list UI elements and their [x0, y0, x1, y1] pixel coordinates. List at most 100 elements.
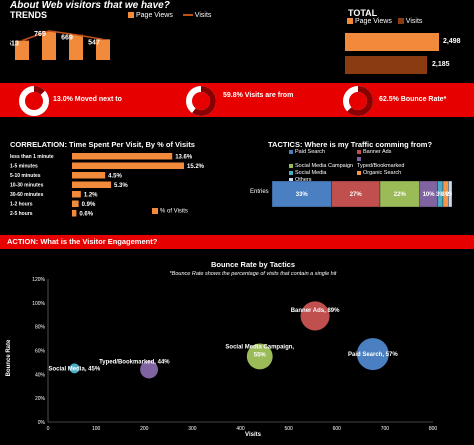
- total-page-views-bar: [345, 33, 439, 51]
- tactics-legend: Paid Search Banner Ads Social Media Campai…: [289, 149, 409, 184]
- correlation-category-label: less than 1 minute: [10, 154, 54, 160]
- correlation-chart: less than 1 minute 13.6% 1-5 minutes 15.2% 5…: [10, 152, 225, 224]
- tactics-legend-label: Others: [295, 177, 312, 183]
- trends-bar: [96, 39, 110, 60]
- trends-legend: Page Views Visits: [128, 12, 211, 19]
- correlation-legend-label: % of Visits: [160, 208, 188, 215]
- legend-page-views: Page Views: [136, 12, 173, 19]
- bubble-x-tick-label: 600: [333, 426, 342, 432]
- bubble-x-axis-label: Visits: [245, 432, 262, 438]
- correlation-title: CORRELATION: Time Spent Per Visit, By % …: [10, 140, 195, 149]
- tactics-legend-label: Banner Ads: [363, 149, 392, 155]
- bubble-y-tick-label: 20%: [35, 396, 46, 402]
- tactics-title: TACTICS: Where is my Traffic comming fro…: [268, 140, 433, 149]
- visits-legend-line: [182, 14, 193, 16]
- kpi-bounce-donut: [343, 86, 373, 121]
- correlation-value-label: 15.2%: [187, 164, 205, 170]
- tactics-legend-swatch: [289, 170, 293, 175]
- bubble-point-label: Social Media Campaign, 55%: [225, 344, 294, 358]
- bounce-rate-chart: Bounce Rate by Tactics *Bounce Rate show…: [0, 258, 474, 440]
- bubble-y-tick-label: 60%: [35, 349, 46, 355]
- bubble-point: [300, 301, 330, 331]
- tactics-legend-swatch: [357, 170, 361, 175]
- legend-visits: Visits: [194, 12, 212, 19]
- tactics-legend-item: Banner Ads: [357, 149, 409, 156]
- correlation-category-label: 2-5 hours: [10, 211, 33, 217]
- correlation-category-label: 1-5 minutes: [10, 164, 38, 170]
- tactics-legend-item: Others: [289, 177, 357, 184]
- kpi-visits-label: 59.8% Visits are from: [223, 92, 294, 99]
- bubble-x-tick-label: 100: [92, 426, 101, 432]
- tactics-legend-label: Social Media Campaign: [295, 163, 354, 169]
- total-visits-value: 2,185: [432, 61, 450, 68]
- total-page-views-swatch: [347, 18, 353, 25]
- correlation-legend-swatch: [152, 208, 158, 214]
- tactics-segment: [331, 180, 381, 208]
- page-title: About Web visitors that we have?: [10, 0, 170, 11]
- correlation-bar: [72, 162, 184, 169]
- correlation-legend: % of Visits: [152, 208, 188, 215]
- bubble-x-tick-label: 500: [284, 426, 293, 432]
- tactics-segment-label: 22%: [394, 192, 407, 198]
- tactics-legend-item: Paid Search: [289, 149, 357, 156]
- action-label: ACTION: What is the Visitor Engagement?: [7, 237, 157, 246]
- bubble-x-tick-label: 700: [381, 426, 390, 432]
- tactics-legend-item: Social Media: [289, 170, 357, 177]
- trends-label: TRENDS: [10, 10, 48, 20]
- kpi-bounce-label: 62.5% Bounce Rate*: [379, 96, 447, 103]
- correlation-bar: [72, 210, 77, 217]
- trends-value-label: 769: [34, 31, 46, 38]
- bubble-point-label: Social Media, 45%: [48, 366, 100, 372]
- tactics-legend-label: Social Media: [295, 170, 327, 176]
- tactics-legend-swatch: [289, 163, 293, 168]
- tactics-segment-label: 3%: [436, 192, 445, 198]
- page-views-legend-swatch: [128, 12, 134, 19]
- trends-chart: 513 769 669 547: [7, 18, 115, 60]
- total-legend-page-views: Page Views: [355, 18, 392, 25]
- tactics-stacked-bar: 33%27%22%10%3%3%2%: [271, 180, 455, 208]
- tactics-legend-item: Organic Search: [357, 170, 409, 177]
- trends-bar: [15, 40, 29, 60]
- total-page-views-value: 2,498: [443, 38, 461, 45]
- tactics-legend-swatch: [357, 149, 361, 154]
- bubble-point: [69, 363, 80, 374]
- kpi-band: [0, 83, 474, 117]
- bubble-y-tick-label: 40%: [35, 372, 46, 378]
- trends-bar: [42, 30, 56, 60]
- kpi-moved-label: 13.0% Moved next to: [53, 96, 122, 103]
- correlation-bar: [72, 172, 106, 179]
- tactics-legend-item: Typed/Bookmarked: [357, 156, 409, 170]
- bubble-x-tick-label: 0: [47, 426, 50, 432]
- action-prefix: ACTION:: [7, 237, 39, 246]
- bubble-y-tick-label: 0%: [38, 420, 46, 426]
- correlation-bar: [72, 200, 79, 207]
- correlation-category-label: 10-30 minutes: [10, 183, 44, 189]
- tactics-segment-label: 27%: [350, 192, 363, 198]
- bubble-point-label: Paid Search, 57%: [348, 352, 398, 358]
- bubble-y-tick-label: 80%: [35, 325, 46, 331]
- tactics-legend-label: Paid Search: [295, 149, 325, 155]
- tactics-legend-item: Social Media Campaign: [289, 163, 357, 170]
- tactics-legend-swatch: [357, 156, 361, 161]
- tactics-segment-label: 33%: [296, 192, 309, 198]
- bubble-point: [140, 360, 158, 379]
- trends-value-label: 513: [10, 41, 19, 48]
- correlation-bar: [72, 153, 173, 160]
- bubble-x-tick-label: 200: [140, 426, 149, 432]
- tactics-legend-label: Organic Search: [363, 170, 402, 176]
- bubble-x-tick-label: 400: [236, 426, 245, 432]
- bubble-point-label: Banner Ads, 89%: [291, 308, 340, 314]
- correlation-bar: [72, 191, 81, 198]
- bubble-x-tick-label: 300: [188, 426, 197, 432]
- correlation-category-label: 5-10 minutes: [10, 173, 41, 179]
- correlation-value-label: 0.6%: [79, 212, 93, 218]
- correlation-category-label: 30-60 minutes: [10, 192, 44, 198]
- bubble-y-tick-label: 120%: [32, 277, 45, 283]
- bubble-y-tick-label: 100%: [32, 301, 45, 307]
- correlation-value-label: 4.5%: [108, 174, 122, 180]
- correlation-value-label: 13.6%: [175, 155, 193, 161]
- kpi-visits-donut: [186, 86, 216, 121]
- trends-bar: [69, 34, 83, 60]
- correlation-bar: [72, 181, 112, 188]
- total-legend: Page Views Visits: [347, 18, 422, 25]
